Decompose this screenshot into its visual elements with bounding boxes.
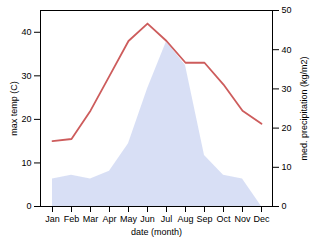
svg-text:Feb: Feb <box>64 214 80 224</box>
svg-text:Dec: Dec <box>253 214 270 224</box>
svg-text:30: 30 <box>21 71 31 81</box>
svg-text:max temp (C): max temp (C) <box>9 81 19 136</box>
svg-text:40: 40 <box>21 27 31 37</box>
svg-text:Nov: Nov <box>234 214 251 224</box>
svg-text:date (month): date (month) <box>131 227 182 237</box>
svg-text:10: 10 <box>21 158 31 168</box>
svg-text:30: 30 <box>282 84 292 94</box>
svg-text:May: May <box>120 214 138 224</box>
svg-text:0: 0 <box>26 201 31 211</box>
svg-text:10: 10 <box>282 162 292 172</box>
svg-text:20: 20 <box>21 114 31 124</box>
svg-text:Apr: Apr <box>102 214 116 224</box>
svg-text:50: 50 <box>282 5 292 15</box>
svg-text:40: 40 <box>282 45 292 55</box>
svg-text:Jun: Jun <box>140 214 155 224</box>
svg-text:Aug: Aug <box>177 214 193 224</box>
svg-text:Mar: Mar <box>83 214 99 224</box>
svg-text:Jul: Jul <box>161 214 173 224</box>
svg-text:0: 0 <box>282 201 287 211</box>
svg-text:med. precipitation (kg/m2): med. precipitation (kg/m2) <box>299 56 309 160</box>
svg-text:20: 20 <box>282 123 292 133</box>
svg-text:Jan: Jan <box>45 214 60 224</box>
svg-text:Oct: Oct <box>216 214 231 224</box>
svg-text:Sep: Sep <box>196 214 212 224</box>
